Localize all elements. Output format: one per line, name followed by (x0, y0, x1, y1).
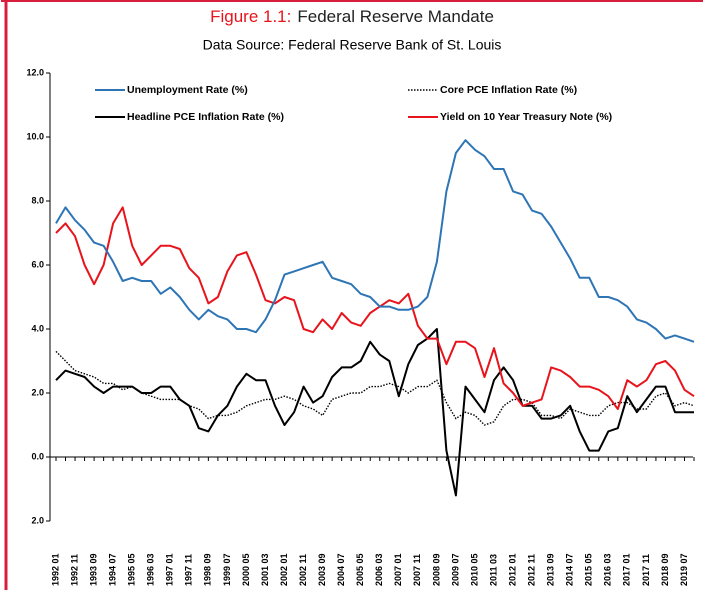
x-tick-label: 1997 01 (165, 553, 175, 586)
x-tick-label: 2018 09 (660, 553, 670, 586)
x-tick-label: 2016 03 (603, 553, 613, 586)
x-tick-label: 2014 07 (565, 553, 575, 586)
legend-label: Core PCE Inflation Rate (%) (440, 84, 577, 96)
x-tick-label: 2002 01 (279, 553, 289, 586)
x-tick-label: 2015 05 (584, 553, 594, 586)
x-tick-label: 1998 09 (203, 553, 213, 586)
x-tick-label: 1992 11 (69, 554, 79, 586)
x-tick-label: 2002 11 (298, 554, 308, 586)
series-line (55, 206, 695, 410)
x-tick-label: 2005 05 (355, 553, 365, 586)
x-tick-label: 2006 03 (374, 553, 384, 586)
x-tick-label: 2000 05 (241, 553, 251, 586)
x-tick-label: 2008 09 (431, 553, 441, 586)
series-line (55, 139, 695, 343)
y-tick-label: 2.0 (31, 387, 44, 397)
title-prefix: Figure 1.1: (210, 7, 291, 26)
x-tick-label: 2007 01 (393, 553, 403, 586)
x-tick-label: 1996 03 (146, 553, 156, 586)
y-tick-label: 12.0 (26, 67, 44, 77)
chart-subtitle: Data Source: Federal Reserve Bank of St.… (203, 37, 502, 53)
x-tick-label: 2012 01 (507, 553, 517, 586)
x-tick-label: 1994 07 (108, 553, 118, 586)
x-tick-label: 2017 01 (622, 553, 632, 586)
x-tick-label: 1993 09 (88, 553, 98, 586)
series-line (55, 328, 694, 497)
y-tick-label: 0.0 (31, 451, 44, 461)
y-tick-label: 8.0 (31, 195, 44, 205)
legend-label: Yield on 10 Year Treasury Note (%) (440, 111, 612, 123)
x-tick-label: 1999 07 (222, 553, 232, 586)
x-tick-label: 2013 09 (546, 553, 556, 586)
y-tick-label: 10.0 (26, 131, 44, 141)
series-line (55, 350, 695, 426)
x-tick-label: 2010 05 (469, 553, 479, 586)
x-tick-label: 1997 11 (184, 554, 194, 586)
x-tick-label: 2019 07 (679, 553, 689, 586)
x-tick-label: 2004 07 (336, 553, 346, 586)
title-text: Federal Reserve Mandate (297, 7, 494, 26)
legend-label: Headline PCE Inflation Rate (%) (127, 111, 284, 123)
x-tick-label: 2007 11 (412, 554, 422, 586)
x-tick-label: 1995 05 (127, 553, 137, 586)
x-tick-label: 2009 07 (450, 553, 460, 586)
chart-title: Figure 1.1: Federal Reserve Mandate (210, 7, 494, 26)
x-tick-label: 2001 03 (260, 553, 270, 586)
y-tick-label: 4.0 (31, 323, 44, 333)
x-tick-label: 2017 11 (641, 554, 651, 586)
x-tick-label: 2003 09 (317, 553, 327, 586)
x-tick-label: 2012 11 (526, 554, 536, 586)
legend-label: Unemployment Rate (%) (127, 84, 248, 96)
y-tick-label: 2.0 (31, 515, 44, 525)
x-tick-label: 2011 03 (488, 554, 498, 586)
x-tick-label: 1992 01 (50, 553, 60, 586)
y-tick-label: 6.0 (31, 259, 44, 269)
